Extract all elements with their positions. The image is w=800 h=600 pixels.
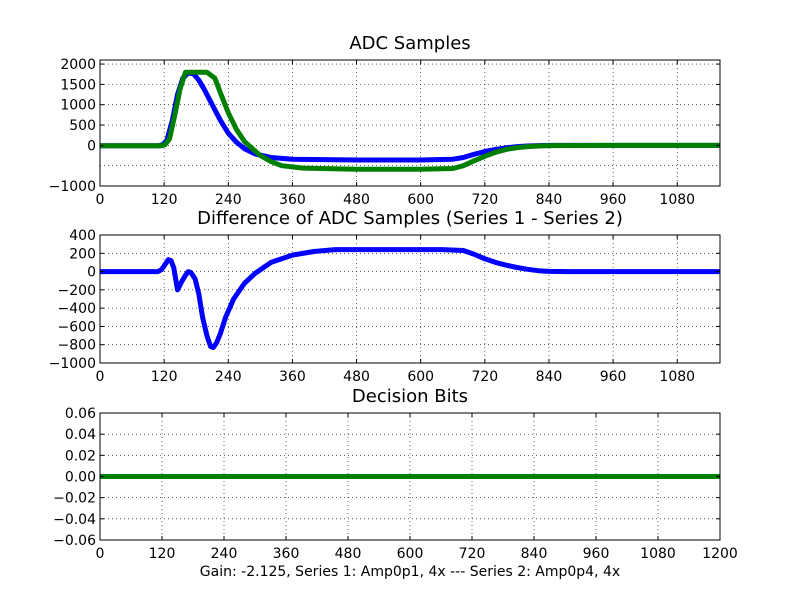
x-tick-label: 0 — [96, 192, 105, 208]
chart-title: Difference of ADC Samples (Series 1 - Se… — [197, 208, 623, 229]
x-tick-label: 720 — [471, 192, 498, 208]
x-tick-label: 240 — [215, 192, 242, 208]
x-tick-label: 1080 — [640, 546, 676, 562]
y-tick-label: 200 — [69, 246, 96, 262]
x-tick-label: 1200 — [702, 546, 738, 562]
chart-panel-3: 0.06 0.04 0.02 0.00 −0.02 −0.04 −0.060 120 240 36… — [53, 386, 738, 562]
x-tick-label: 960 — [600, 369, 627, 385]
x-tick-label: 1080 — [659, 192, 695, 208]
x-tick-label: 480 — [343, 369, 370, 385]
x-tick-label: 0 — [96, 546, 105, 562]
y-tick-label: −800 — [58, 338, 96, 354]
x-tick-label: 240 — [211, 546, 238, 562]
y-tick-label: −600 — [58, 319, 96, 335]
chart-title: Decision Bits — [352, 386, 468, 407]
plot-area — [99, 59, 721, 187]
y-tick-label: −400 — [58, 301, 96, 317]
x-tick-label: 360 — [279, 369, 306, 385]
x-tick-label: 480 — [335, 546, 362, 562]
x-tick-label: 600 — [407, 192, 434, 208]
y-tick-label: 2000 — [60, 57, 96, 73]
x-tick-label: 360 — [279, 192, 306, 208]
y-tick-label: 1500 — [60, 77, 96, 93]
chart-title: ADC Samples — [349, 33, 470, 54]
y-tick-label: −1000 — [49, 356, 96, 372]
y-tick-label: 400 — [69, 228, 96, 244]
x-tick-label: 120 — [151, 369, 178, 385]
x-tick-label: 1080 — [659, 369, 695, 385]
y-tick-label: 0.04 — [65, 427, 96, 443]
x-tick-label: 600 — [397, 546, 424, 562]
x-tick-label: 840 — [536, 192, 563, 208]
y-tick-label: 0 — [87, 265, 96, 281]
x-tick-label: 360 — [273, 546, 300, 562]
y-tick-label: −0.04 — [53, 512, 96, 528]
x-tick-label: 600 — [407, 369, 434, 385]
y-tick-label: 0 — [87, 138, 96, 154]
x-tick-label: 120 — [149, 546, 176, 562]
x-tick-label: 120 — [151, 192, 178, 208]
x-tick-label: 0 — [96, 369, 105, 385]
x-tick-label: 840 — [536, 369, 563, 385]
x-tick-label: 480 — [343, 192, 370, 208]
x-tick-label: 720 — [459, 546, 486, 562]
x-tick-label: 960 — [600, 192, 627, 208]
figure-caption: Gain: -2.125, Series 1: Amp0p1, 4x --- S… — [200, 564, 620, 580]
y-tick-label: 0.06 — [65, 406, 96, 422]
y-tick-label: −1000 — [49, 179, 96, 195]
x-tick-label: 720 — [471, 369, 498, 385]
plot-frame — [99, 234, 721, 364]
series-line-1 — [100, 247, 720, 350]
x-tick-label: 960 — [583, 546, 610, 562]
y-tick-label: 0.02 — [65, 448, 96, 464]
plot-area — [99, 234, 721, 364]
y-tick-label: −0.02 — [53, 491, 96, 507]
y-tick-label: 1000 — [60, 98, 96, 114]
y-tick-label: −200 — [58, 283, 96, 299]
plot-frame — [99, 59, 721, 187]
x-tick-label: 840 — [521, 546, 548, 562]
x-tick-label: 240 — [215, 369, 242, 385]
y-tick-label: 0.00 — [65, 470, 96, 486]
y-tick-label: 500 — [69, 118, 96, 134]
y-tick-label: −0.06 — [53, 533, 96, 549]
series-line-2 — [100, 69, 720, 172]
